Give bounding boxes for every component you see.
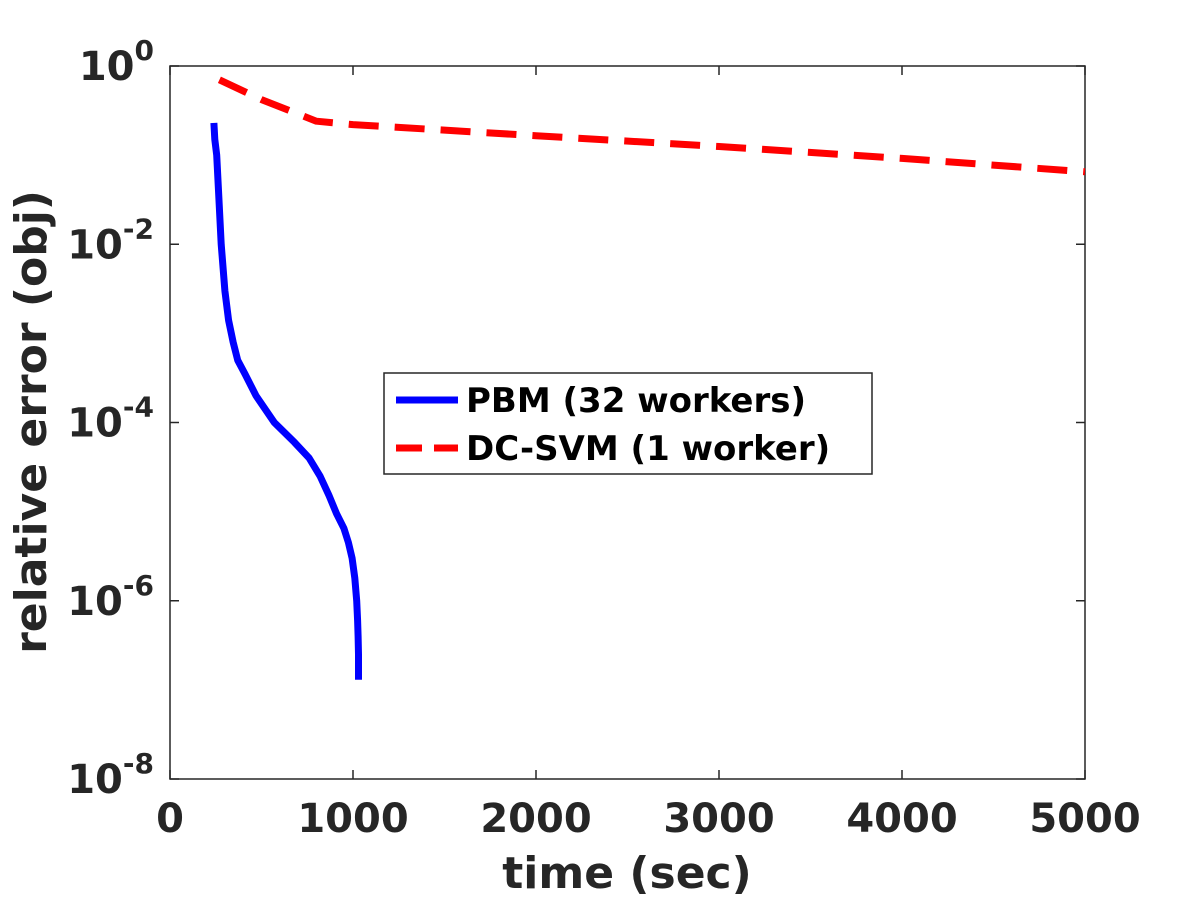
y-tick-base: 10 <box>67 401 123 447</box>
x-tick-label: 0 <box>156 796 184 842</box>
y-tick-label: 10-8 <box>67 747 154 803</box>
legend: PBM (32 workers) DC-SVM (1 worker) <box>383 372 873 475</box>
series-line-dcsvm <box>217 76 1086 176</box>
axis-ticks <box>169 65 1086 780</box>
x-tick-labels: 0 1000 2000 3000 4000 5000 <box>156 796 1141 842</box>
y-tick-label: 10-4 <box>67 391 154 447</box>
x-tick-label: 5000 <box>1029 796 1140 842</box>
y-axis-label: relative error (obj) <box>6 190 57 654</box>
x-tick-label: 1000 <box>297 796 408 842</box>
legend-label-pbm: PBM (32 workers) <box>466 381 806 421</box>
y-tick-base: 10 <box>67 579 123 625</box>
y-tick-label: 10-6 <box>67 569 154 625</box>
y-tick-exponent: -6 <box>123 569 154 602</box>
y-tick-label: 100 <box>79 34 154 90</box>
y-tick-exponent: -2 <box>123 212 154 245</box>
legend-box <box>383 372 873 475</box>
y-tick-base: 10 <box>67 757 123 803</box>
x-axis-label: time (sec) <box>502 848 751 899</box>
y-tick-base: 10 <box>67 222 123 268</box>
y-tick-label: 10-2 <box>67 212 154 268</box>
x-tick-label: 4000 <box>846 796 957 842</box>
y-tick-base: 10 <box>79 44 135 90</box>
series-lines <box>210 76 1086 680</box>
series-line-pbm <box>210 122 362 680</box>
y-tick-exponent: 0 <box>135 34 154 67</box>
x-tick-label: 3000 <box>663 796 774 842</box>
y-tick-exponent: -4 <box>123 391 154 424</box>
y-tick-exponent: -8 <box>123 747 154 780</box>
legend-label-dcsvm: DC-SVM (1 worker) <box>466 429 830 469</box>
x-tick-label: 2000 <box>480 796 591 842</box>
